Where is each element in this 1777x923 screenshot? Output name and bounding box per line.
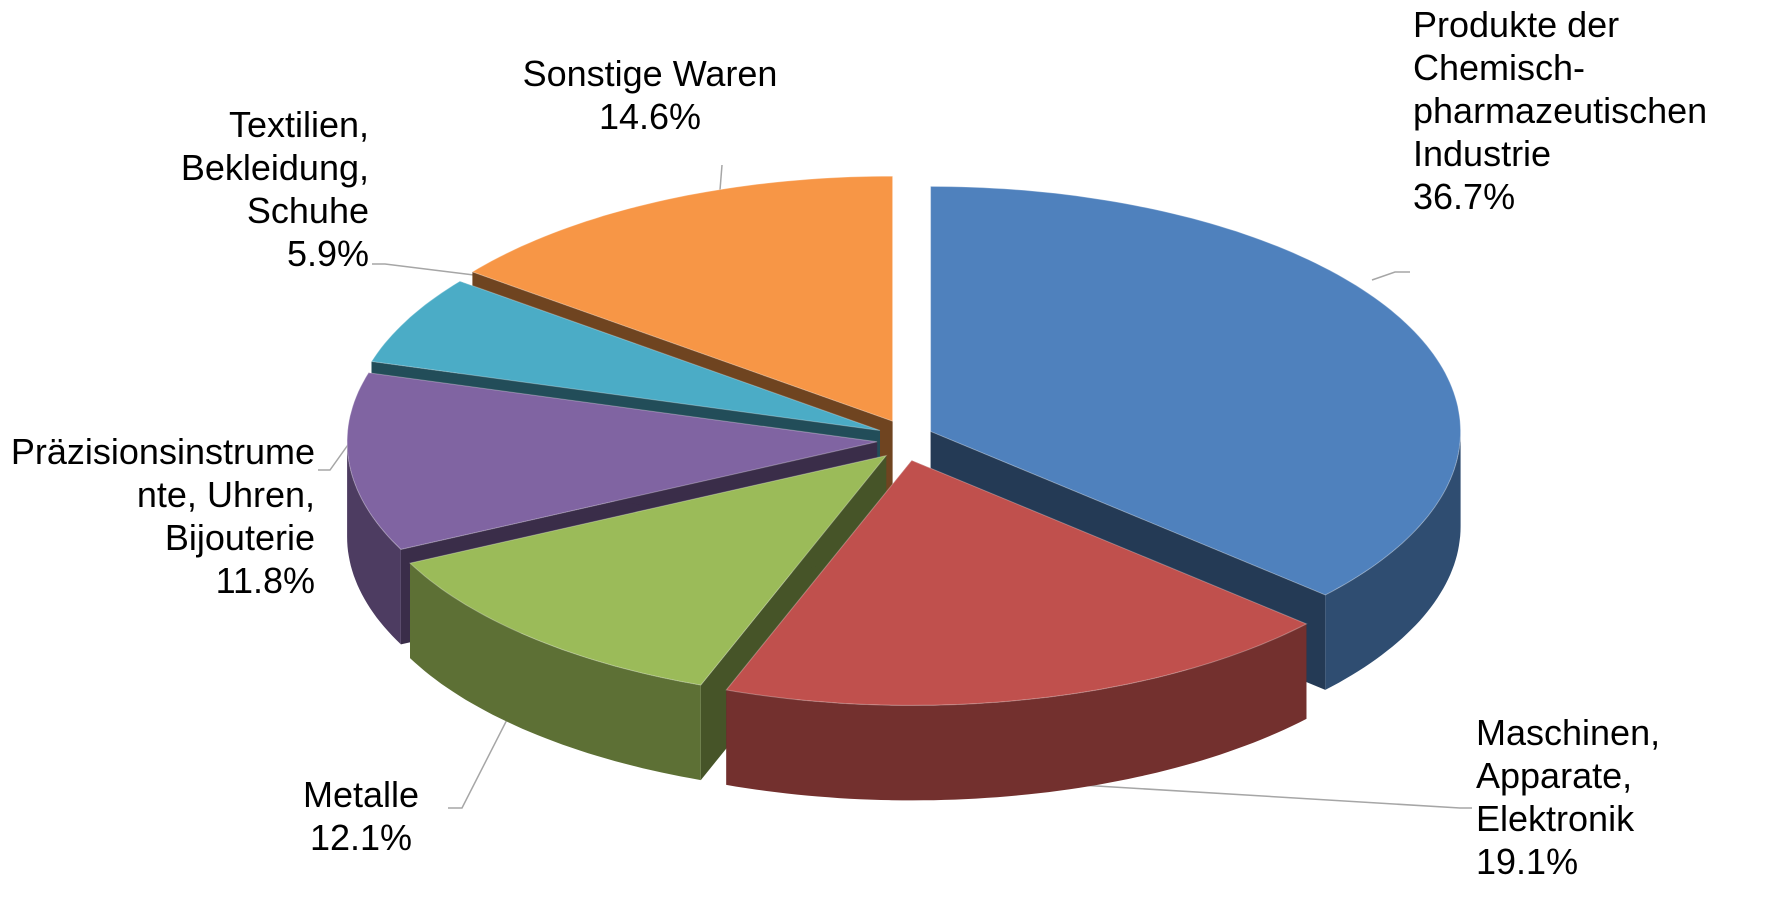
pie <box>346 175 1462 801</box>
category-label: Präzisionsinstrumente, Uhren, Bijouterie <box>10 431 315 558</box>
slice <box>471 175 894 422</box>
slice-label: Metalle 12.1% <box>211 773 511 859</box>
category-label: Metalle <box>302 774 420 815</box>
slice-label: Textilien, Bekleidung, Schuhe 5.9% <box>129 103 369 275</box>
value-label: 5.9% <box>286 233 369 274</box>
leader-line <box>1079 784 1472 809</box>
slice <box>725 459 1308 706</box>
slice <box>408 454 888 686</box>
leader-line <box>719 164 723 191</box>
slice-wall <box>347 441 401 645</box>
slice-label: Sonstige Waren 14.6% <box>450 52 850 138</box>
value-label: 12.1% <box>309 817 413 858</box>
slice-wall <box>1325 431 1461 690</box>
leader-line <box>1371 271 1410 281</box>
category-label: Produkte der Chemisch-pharmazeutischen I… <box>1413 4 1708 174</box>
category-label: Maschinen, Apparate, Elektronik <box>1476 712 1661 839</box>
category-label: Sonstige Waren <box>522 53 778 94</box>
value-label: 19.1% <box>1476 841 1579 882</box>
slice-wall <box>410 563 701 781</box>
value-label: 11.8% <box>215 560 315 601</box>
leader-line <box>372 263 483 277</box>
slice <box>346 372 878 550</box>
leader-line <box>448 701 517 809</box>
slice-label: Maschinen, Apparate, Elektronik 19.1% <box>1476 711 1716 883</box>
slice <box>930 185 1462 596</box>
slice-label: Produkte der Chemisch-pharmazeutischen I… <box>1413 3 1763 218</box>
value-label: 36.7% <box>1413 176 1516 217</box>
value-label: 14.6% <box>598 96 702 137</box>
category-label: Textilien, Bekleidung, Schuhe <box>180 104 369 231</box>
slice-wall <box>726 623 1307 801</box>
slice-label: Präzisionsinstrumente, Uhren, Bijouterie… <box>5 430 315 602</box>
slice <box>370 280 881 431</box>
